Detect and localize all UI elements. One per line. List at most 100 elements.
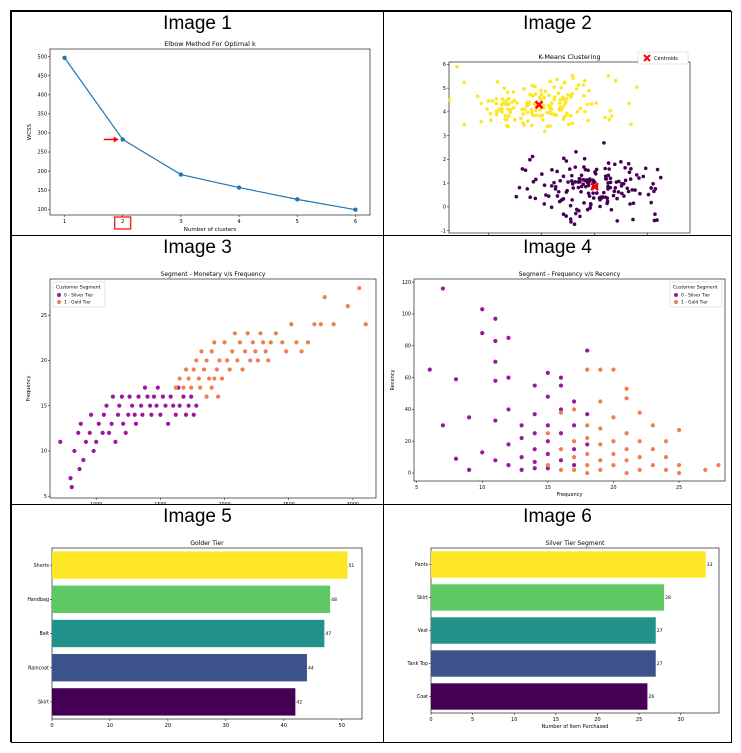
silver-tier-point (545, 439, 550, 444)
cluster-1-point (570, 121, 575, 125)
y-tick-label: 0 (408, 471, 411, 477)
frequency-recency-chart: Segment - Frequency v/s Recency 5 10 15 20 25… (390, 271, 726, 498)
legend-silver-marker (674, 293, 678, 297)
panel-3: Image 3 Segment - Monetary v/s Frequency… (11, 235, 384, 505)
cluster-1-point (581, 83, 586, 87)
bar (52, 688, 296, 716)
cluster-0-point (628, 202, 632, 206)
silver-tier-point (194, 403, 199, 408)
y-tick-label: 10 (41, 449, 47, 455)
silver-tier-point (480, 330, 485, 336)
data-point (120, 137, 125, 142)
silver-tier-point (136, 394, 141, 399)
cluster-1-point (508, 107, 513, 112)
gold-tier-point (611, 367, 616, 372)
cluster-1-point (506, 114, 511, 118)
cluster-1-point (607, 117, 612, 122)
cluster-0-point (588, 202, 593, 206)
gold-tier-point (624, 386, 629, 391)
bar (52, 619, 325, 648)
x-tick-label: 20 (610, 485, 616, 491)
gold-tier-point (284, 349, 289, 354)
silver-tier-point (467, 415, 472, 420)
gold-tier-point (225, 358, 230, 363)
silver-tier-point (115, 412, 121, 417)
silver-tier-point (585, 442, 590, 447)
silver-tier-point (127, 394, 132, 399)
gold-tier-point (663, 439, 669, 444)
cluster-1-point (455, 64, 459, 69)
gold-tier-point (268, 340, 273, 345)
silver-tier-point (558, 375, 564, 380)
cluster-1-point (540, 118, 545, 122)
cluster-1-point (557, 101, 562, 105)
legend-title: Customer Segment (56, 285, 101, 291)
monetary-frequency-chart: Segment - Monetary v/s Frequency 1000 1500… (26, 271, 377, 505)
cluster-1-point (508, 110, 513, 115)
silver-tier-point (519, 423, 524, 428)
cluster-1-point (546, 93, 551, 98)
cluster-0-point (542, 202, 547, 206)
cluster-0-point (587, 177, 592, 181)
cluster-1-point (545, 110, 549, 115)
legend-label: Centroids (654, 56, 678, 62)
bar (52, 585, 331, 613)
gold-tier-point (266, 358, 271, 363)
bar (52, 654, 307, 682)
x-tick-label: 4 (237, 219, 240, 225)
y-tick-label: 0 (443, 205, 446, 211)
silver-tier-point (168, 394, 173, 399)
gold-tier-point (181, 385, 186, 390)
cluster-1-point (485, 107, 489, 111)
gold-tier-point (585, 470, 590, 476)
gold-tier-point (331, 322, 336, 327)
silver-tier-point (480, 450, 485, 455)
panel-1-title: Image 1 (163, 13, 232, 34)
silver-tier-point (100, 430, 105, 435)
bar (431, 683, 648, 710)
x-tick-label: 2500 (283, 502, 295, 505)
silver-tier-point (571, 399, 577, 404)
cluster-1-point (635, 85, 639, 89)
cluster-1-point (515, 101, 519, 105)
cluster-0-point (562, 156, 566, 161)
gold-tier-point (196, 376, 201, 381)
data-point (62, 55, 67, 60)
x-axis-label: Number of clusters (184, 227, 237, 233)
silver-tier-point (532, 459, 537, 465)
cluster-1-point (531, 113, 535, 118)
cluster-1-point (613, 78, 618, 83)
bar-value-label: 26 (648, 694, 654, 700)
x-tick-label: 50 (339, 723, 345, 729)
silver-tier-point (104, 403, 109, 408)
silver-tier-point (123, 430, 128, 435)
x-tick-label: 2 (121, 219, 124, 225)
bar (431, 551, 706, 578)
gold-tier-point (650, 447, 655, 452)
silver-tier-point (440, 286, 445, 291)
silver-tier-point (480, 307, 485, 312)
gold-tier-point (260, 340, 266, 345)
cluster-1-point (528, 92, 532, 97)
plot-frame (448, 61, 691, 234)
gold-tier-point (598, 458, 603, 463)
x-tick-label: 20 (594, 717, 600, 723)
category-label: Handbag (27, 597, 49, 603)
cluster-0-point (623, 178, 628, 183)
gold-tier-point (357, 285, 362, 291)
silver-tier-point (142, 385, 148, 390)
cluster-0-point (651, 181, 655, 186)
x-tick-label: 25 (676, 485, 682, 491)
silver-tier-point (558, 407, 564, 412)
y-tick-label: 80 (405, 344, 411, 350)
gold-tier-point (245, 331, 250, 336)
cluster-1-point (553, 95, 557, 99)
gold-tier-point (571, 439, 577, 444)
cluster-0-point (553, 187, 558, 191)
gold-tier-point (558, 410, 564, 415)
gold-tier-point (318, 322, 323, 327)
bar-value-label: 27 (657, 661, 663, 667)
cluster-0-point (567, 167, 572, 171)
gold-tier-point (305, 340, 311, 345)
